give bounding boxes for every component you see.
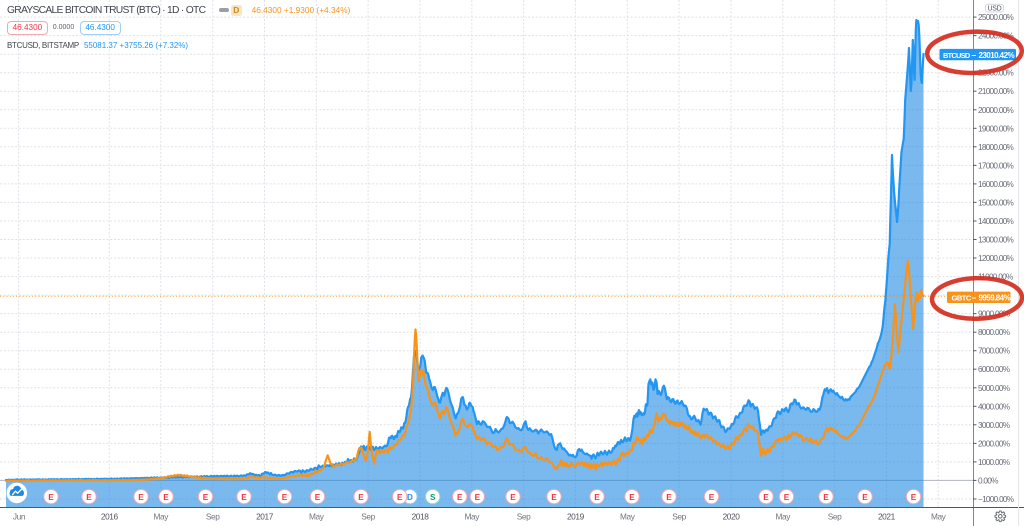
svg-text:Sep: Sep [206, 511, 220, 521]
svg-text:11000.00%: 11000.00% [978, 273, 1013, 282]
svg-text:E: E [784, 493, 790, 502]
svg-text:May: May [776, 511, 792, 521]
svg-text:BTCUSD: BTCUSD [943, 51, 971, 60]
svg-text:E: E [551, 493, 557, 502]
svg-text:E: E [823, 493, 829, 502]
svg-text:USD: USD [988, 6, 1002, 13]
svg-text:E: E [358, 493, 364, 502]
svg-text:–: – [972, 50, 977, 60]
svg-text:E: E [475, 493, 481, 502]
svg-text:7000.00%: 7000.00% [978, 347, 1010, 356]
svg-text:2016: 2016 [101, 511, 119, 521]
svg-text:0.00%: 0.00% [978, 476, 998, 485]
svg-text:8000.00%: 8000.00% [978, 328, 1010, 337]
svg-text:22000.00%: 22000.00% [978, 69, 1014, 78]
svg-text:E: E [510, 493, 516, 502]
svg-text:−1000.00%: −1000.00% [978, 495, 1014, 504]
svg-text:E: E [163, 493, 169, 502]
svg-text:E: E [315, 493, 321, 502]
svg-text:Sep: Sep [361, 511, 375, 521]
svg-text:E: E [241, 493, 247, 502]
svg-text:E: E [763, 493, 769, 502]
svg-text:25000.00%: 25000.00% [978, 13, 1014, 22]
svg-text:2019: 2019 [567, 511, 585, 521]
svg-text:E: E [457, 493, 463, 502]
svg-text:20000.00%: 20000.00% [978, 106, 1014, 115]
svg-text:21000.00%: 21000.00% [978, 87, 1014, 96]
svg-text:17000.00%: 17000.00% [978, 161, 1014, 170]
svg-text:9959.84%: 9959.84% [979, 294, 1011, 303]
svg-text:2017: 2017 [256, 511, 274, 521]
svg-text:E: E [203, 493, 209, 502]
svg-text:6000.00%: 6000.00% [978, 365, 1010, 374]
svg-text:E: E [911, 493, 917, 502]
svg-text:Jun: Jun [13, 511, 26, 521]
svg-text:May: May [309, 511, 325, 521]
svg-text:23010.42%: 23010.42% [979, 51, 1015, 60]
svg-text:Sep: Sep [672, 511, 686, 521]
svg-text:12000.00%: 12000.00% [978, 254, 1014, 263]
svg-text:E: E [862, 493, 868, 502]
svg-text:May: May [620, 511, 636, 521]
svg-text:E: E [397, 493, 403, 502]
svg-text:24000.00%: 24000.00% [978, 32, 1014, 41]
svg-text:Sep: Sep [828, 511, 842, 521]
svg-text:2021: 2021 [878, 511, 896, 521]
svg-text:15000.00%: 15000.00% [978, 198, 1014, 207]
svg-text:E: E [48, 493, 54, 502]
svg-text:9000.00%: 9000.00% [978, 310, 1010, 319]
svg-text:E: E [86, 493, 92, 502]
svg-text:18000.00%: 18000.00% [978, 143, 1014, 152]
svg-text:E: E [594, 493, 600, 502]
svg-text:Sep: Sep [517, 511, 531, 521]
svg-text:13000.00%: 13000.00% [978, 236, 1014, 245]
svg-text:May: May [931, 511, 947, 521]
svg-text:E: E [709, 493, 715, 502]
svg-text:D: D [407, 493, 413, 502]
svg-text:E: E [666, 493, 672, 502]
svg-text:16000.00%: 16000.00% [978, 180, 1014, 189]
svg-text:–: – [972, 293, 977, 303]
svg-text:E: E [629, 493, 635, 502]
svg-text:2020: 2020 [723, 511, 741, 521]
svg-text:S: S [430, 493, 436, 502]
svg-text:GBTC: GBTC [952, 294, 972, 303]
svg-text:2018: 2018 [412, 511, 430, 521]
svg-text:May: May [465, 511, 481, 521]
svg-text:19000.00%: 19000.00% [978, 124, 1014, 133]
svg-text:1000.00%: 1000.00% [978, 458, 1010, 467]
svg-text:E: E [138, 493, 144, 502]
svg-text:May: May [154, 511, 170, 521]
svg-text:2000.00%: 2000.00% [978, 439, 1010, 448]
svg-text:3000.00%: 3000.00% [978, 421, 1010, 430]
svg-text:E: E [282, 493, 288, 502]
svg-text:4000.00%: 4000.00% [978, 402, 1010, 411]
svg-text:14000.00%: 14000.00% [978, 217, 1014, 226]
svg-text:5000.00%: 5000.00% [978, 384, 1010, 393]
